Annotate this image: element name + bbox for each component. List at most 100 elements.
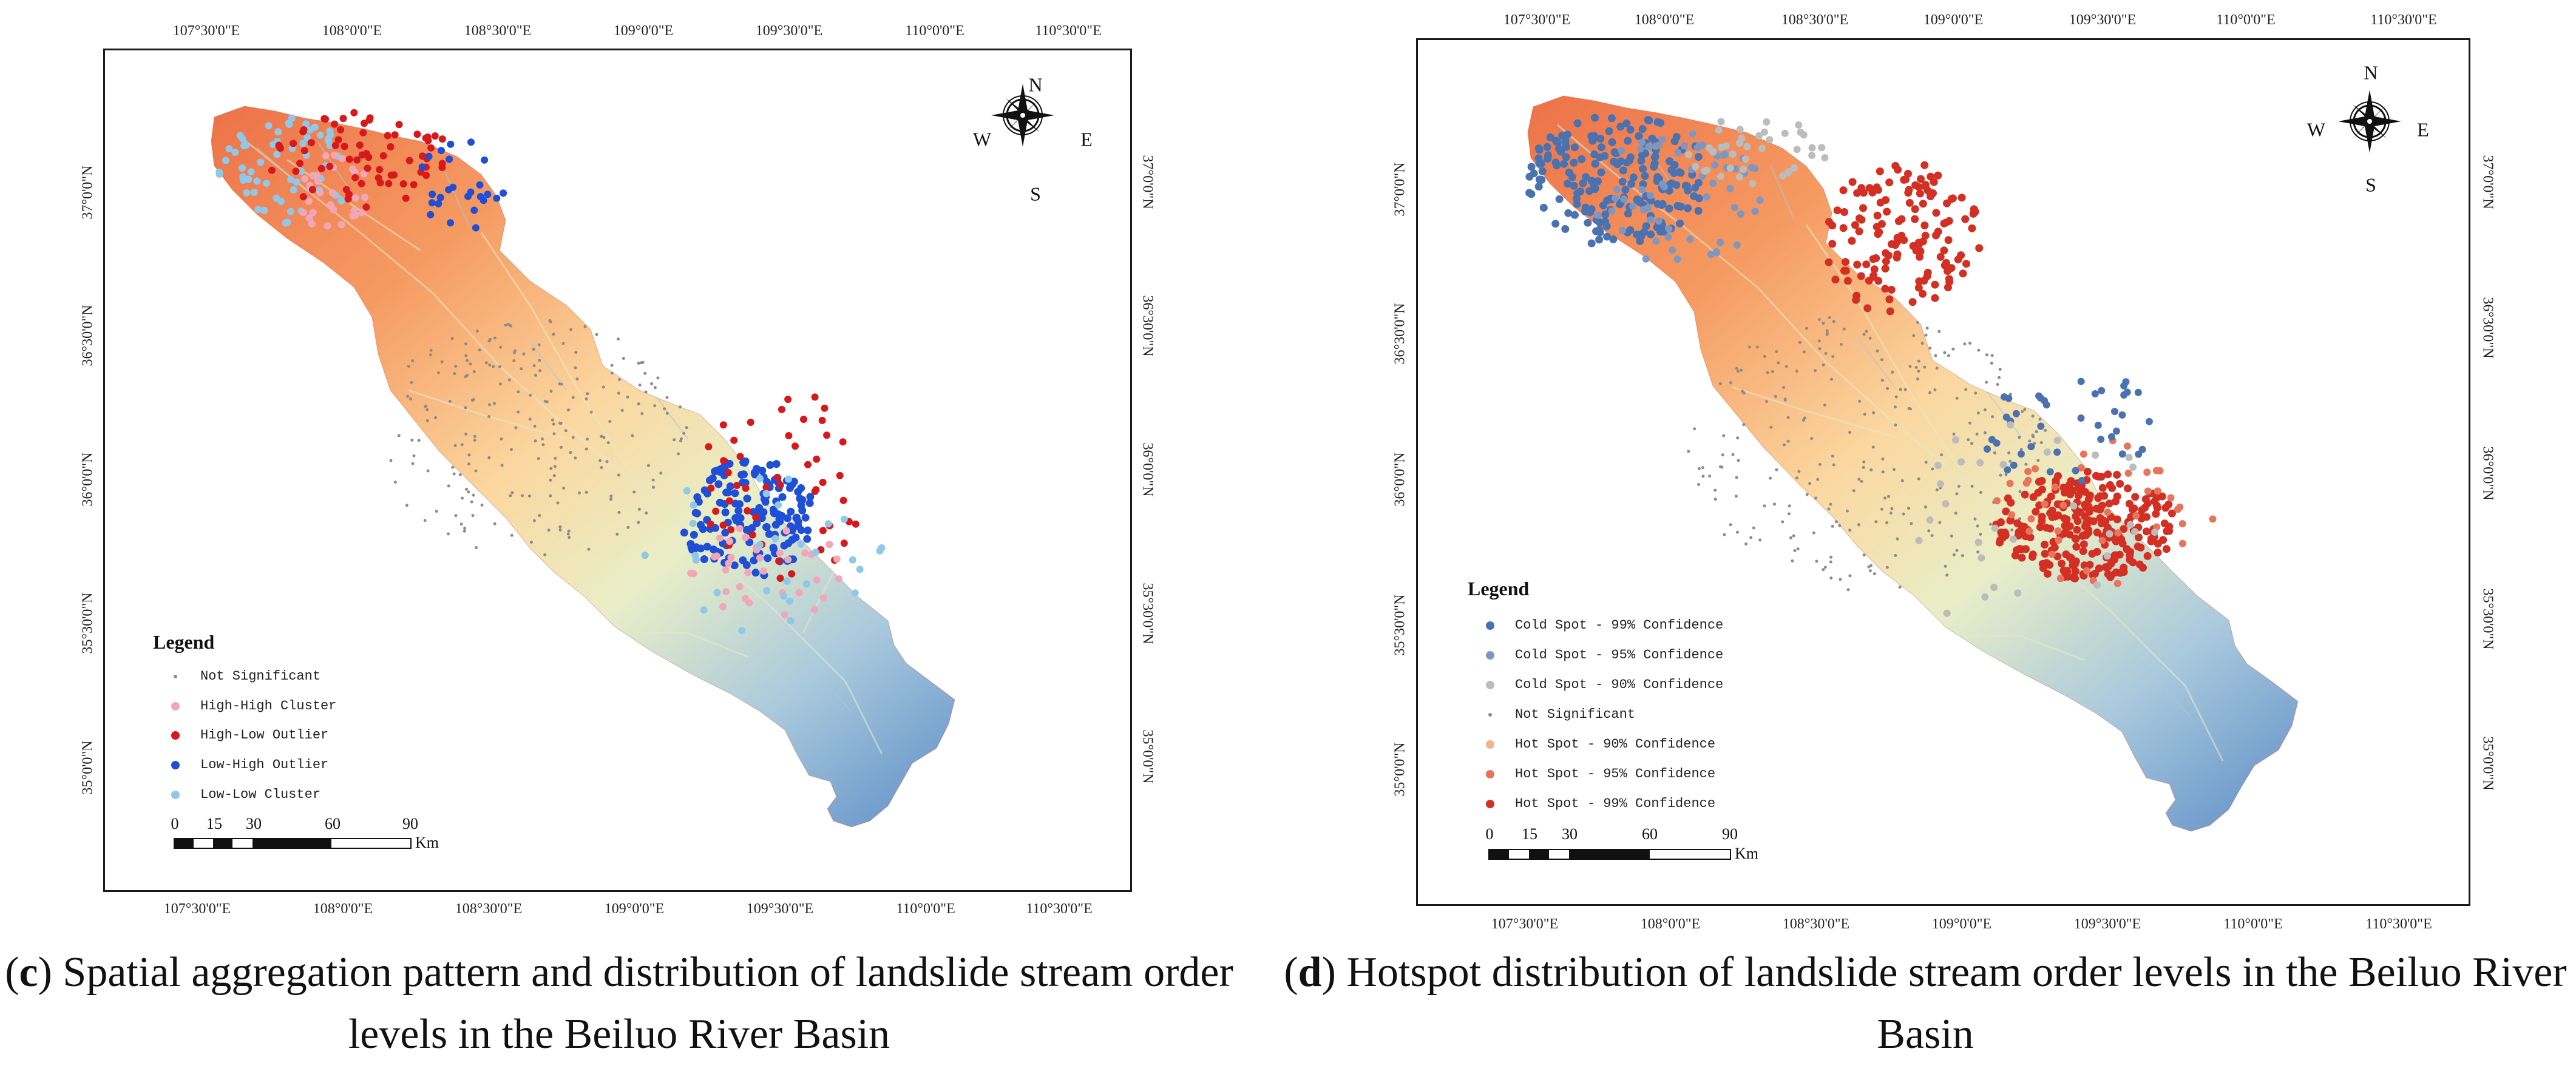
landslide-point bbox=[1874, 520, 1878, 524]
landslide-point bbox=[736, 453, 744, 461]
landslide-point bbox=[450, 337, 454, 340]
right-tick: 35°30'0"N bbox=[2479, 588, 2496, 650]
landslide-point bbox=[1616, 123, 1625, 131]
landslide-point bbox=[464, 487, 468, 491]
landslide-point bbox=[589, 410, 593, 414]
compass-n: N bbox=[1028, 73, 1043, 96]
landslide-point bbox=[656, 376, 660, 380]
landslide-point bbox=[2072, 467, 2079, 475]
landslide-point bbox=[786, 597, 794, 605]
landslide-point bbox=[1894, 424, 1897, 427]
landslide-point bbox=[356, 141, 364, 149]
landslide-point bbox=[429, 348, 433, 352]
landslide-point bbox=[641, 360, 645, 364]
bottom-tick: 107°30'0"E bbox=[1491, 916, 1559, 932]
landslide-point bbox=[1726, 164, 1734, 172]
landslide-point bbox=[1552, 137, 1560, 145]
landslide-point bbox=[1740, 368, 1743, 372]
landslide-point bbox=[2070, 502, 2078, 510]
landslide-point bbox=[500, 437, 503, 441]
landslide-point bbox=[1564, 209, 1573, 217]
landslide-point bbox=[2059, 501, 2067, 509]
landslide-point bbox=[331, 120, 339, 128]
landslide-point bbox=[1795, 121, 1803, 129]
legend-dot-icon bbox=[169, 729, 182, 742]
landslide-point bbox=[2120, 525, 2128, 533]
landslide-point bbox=[1695, 194, 1703, 203]
landslide-point bbox=[464, 432, 468, 436]
landslide-point bbox=[1911, 181, 1920, 189]
landslide-point bbox=[646, 464, 650, 467]
landslide-point bbox=[821, 404, 829, 412]
landslide-point bbox=[533, 424, 537, 428]
landslide-point bbox=[1863, 413, 1866, 416]
landslide-point bbox=[1642, 222, 1650, 231]
bottom-tick: 108°0'0"E bbox=[313, 901, 373, 917]
landslide-point bbox=[1915, 277, 1924, 286]
landslide-point bbox=[2047, 492, 2055, 501]
landslide-point bbox=[1891, 370, 1894, 374]
landslide-point bbox=[1733, 241, 1741, 249]
landslide-point bbox=[322, 152, 330, 160]
landslide-point bbox=[1748, 345, 1751, 349]
landslide-point bbox=[1795, 370, 1798, 373]
landslide-point bbox=[1555, 195, 1564, 203]
landslide-point bbox=[1829, 576, 1833, 580]
landslide-point bbox=[2089, 517, 2098, 525]
landslide-point bbox=[2134, 388, 2142, 396]
landslide-point bbox=[409, 397, 412, 400]
landslide-point bbox=[1685, 150, 1693, 158]
scale-unit: Km bbox=[1735, 845, 1758, 862]
landslide-point bbox=[727, 553, 735, 561]
landslide-point bbox=[2093, 581, 2101, 589]
landslide-point bbox=[778, 512, 786, 520]
landslide-point bbox=[2007, 421, 2015, 429]
landslide-point bbox=[2154, 487, 2161, 495]
landslide-point bbox=[1934, 171, 1942, 180]
landslide-point bbox=[2046, 468, 2054, 476]
top-tick: 108°30'0"E bbox=[464, 23, 532, 39]
landslide-point bbox=[1694, 207, 1703, 215]
landslide-point bbox=[691, 552, 699, 559]
landslide-point bbox=[1652, 237, 1660, 245]
landslide-point bbox=[1619, 166, 1627, 175]
landslide-point bbox=[1578, 155, 1586, 163]
landslide-point bbox=[393, 481, 397, 484]
landslide-point bbox=[499, 345, 503, 349]
landslide-point bbox=[1618, 178, 1627, 186]
landslide-point bbox=[527, 495, 531, 498]
landslide-point bbox=[513, 351, 516, 354]
landslide-point bbox=[2113, 579, 2121, 587]
landslide-point bbox=[361, 120, 368, 127]
landslide-point bbox=[1642, 255, 1650, 263]
landslide-point bbox=[733, 482, 741, 489]
landslide-point bbox=[262, 180, 270, 187]
landslide-point bbox=[1751, 208, 1759, 215]
landslide-point bbox=[308, 220, 316, 228]
caption-letter: d bbox=[1298, 949, 1322, 996]
landslide-point bbox=[2125, 454, 2133, 461]
landslide-point bbox=[617, 391, 620, 395]
landslide-point bbox=[797, 526, 805, 535]
landslide-point bbox=[1916, 320, 1919, 324]
landslide-point bbox=[2154, 539, 2162, 548]
landslide-point bbox=[1534, 183, 1543, 191]
landslide-point bbox=[651, 478, 655, 482]
landslide-point bbox=[835, 575, 843, 583]
landslide-point bbox=[1684, 204, 1692, 212]
landslide-point bbox=[1570, 143, 1579, 152]
landslide-point bbox=[2088, 550, 2096, 558]
landslide-point bbox=[705, 443, 713, 451]
landslide-point bbox=[1573, 200, 1581, 208]
landslide-point bbox=[2104, 508, 2112, 516]
landslide-point bbox=[350, 206, 358, 214]
landslide-point bbox=[1893, 405, 1897, 409]
landslide-point bbox=[819, 594, 827, 602]
landslide-point bbox=[448, 400, 452, 403]
landslide-point bbox=[1883, 496, 1886, 500]
landslide-point bbox=[2056, 575, 2064, 583]
landslide-point bbox=[721, 529, 730, 537]
landslide-point bbox=[428, 199, 436, 207]
landslide-point bbox=[306, 126, 314, 134]
landslide-point bbox=[1924, 505, 1927, 508]
